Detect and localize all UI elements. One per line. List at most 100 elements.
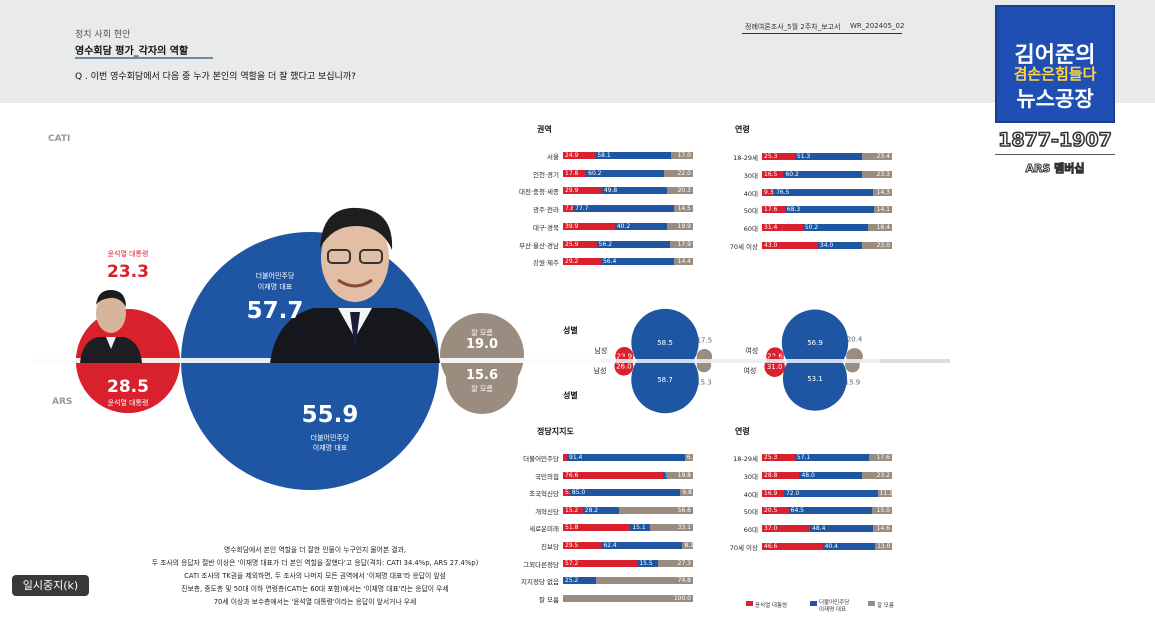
bar-segment-gray: 14.5 <box>674 205 693 213</box>
row-label: 지지정당 없음 <box>521 578 559 587</box>
cati-unsure-label: 잘 모름 <box>471 329 493 337</box>
bar-segment-gray: 23.4 <box>861 153 892 160</box>
survey-question: Q . 이번 영수회담에서 다음 중 누가 본인의 역할을 더 잘 했다고 보십… <box>75 72 356 82</box>
note-line: 영수회담에서 본인 역할을 더 잘한 인물이 누구인지 물어본 결과, <box>223 546 407 554</box>
bar-segment-blue: 56.4 <box>600 258 675 266</box>
bar-segment-red: 25.3 <box>762 153 795 160</box>
legend-label-lee-party: 더불어민주당 <box>819 600 850 606</box>
bar-segment-gray: 19.8 <box>667 471 693 479</box>
stacked-bar: 43.0 34.0 23.0 <box>762 242 892 249</box>
bar-segment-red: 7.8 <box>563 205 574 213</box>
ars-yoon-label: 윤석열 대통령 <box>107 399 149 407</box>
row-label: 18-29세 <box>733 154 758 162</box>
stacked-bar: 17.6 68.3 14.1 <box>762 206 892 214</box>
logo-line-2: 겸손은힘들다 <box>1013 65 1097 83</box>
gender-value-unsure: 15.9 <box>845 379 861 387</box>
row-label: 강원·제주 <box>533 259 559 268</box>
bar-segment-gray: 14.1 <box>873 206 892 214</box>
bar-segment-red: 51.8 <box>563 524 631 532</box>
row-label: 70세 이상 <box>729 544 758 552</box>
cati-lee-label-name: 이재명 대표 <box>257 283 293 291</box>
legend-swatch-lee <box>810 601 817 606</box>
bar-segment-blue: 62.4 <box>601 542 683 549</box>
bar-segment-red: 25.3 <box>762 454 795 461</box>
row-label: 60대 <box>743 526 758 535</box>
stacked-bar: 9.3 76.5 14.3 <box>762 188 892 196</box>
bar-segment-red: 28.8 <box>762 471 800 479</box>
mode-label-cati: CATI <box>48 134 71 144</box>
row-label: 18-29세 <box>733 455 758 463</box>
bar-segment-red: 39.9 <box>563 222 615 230</box>
bar-segment-gray: 6.3 <box>684 454 693 461</box>
bar-segment-blue: 3.6 <box>662 471 668 479</box>
bar-segment-blue: 85.0 <box>569 489 681 497</box>
logo-years: 1877-1907 <box>997 128 1112 152</box>
bar-segment-red: 31.4 <box>762 224 803 232</box>
logo-rule <box>995 154 1115 155</box>
bar-segment-blue: 76.5 <box>774 188 874 196</box>
row-label: 50대 <box>743 207 758 216</box>
legend-label-unsure: 잘 모름 <box>877 603 894 609</box>
ars-unsure-label: 잘 모름 <box>471 385 493 393</box>
row-label: 새로운미래 <box>529 525 559 534</box>
bar-segment-blue: 72.0 <box>783 489 878 497</box>
stacked-bar: 57.2 15.5 27.3 <box>563 559 693 567</box>
bar-segment-red: 37.0 <box>762 525 811 533</box>
bar-segment-red: 5.3 <box>563 489 570 497</box>
bar-segment-gray: 23.0 <box>862 242 892 249</box>
cati-lee-label-party: 더불어민주당 <box>255 272 295 280</box>
stacked-bar: 29.9 49.8 20.3 <box>563 187 693 195</box>
stacked-bar: 25.2 74.8 <box>563 577 693 585</box>
row-label: 개혁신당 <box>535 507 559 516</box>
row-label: 30대 <box>743 472 758 481</box>
bar-segment-blue: 40.2 <box>614 222 668 230</box>
section-label: 정치 사회 현안 <box>75 30 131 40</box>
bar-segment-gray: 100.0 <box>563 594 693 602</box>
row-label: 잘 모름 <box>538 595 559 604</box>
bar-segment-gray: 17.9 <box>669 240 693 248</box>
ars-lee-label-party: 더불어민주당 <box>310 434 350 442</box>
bar-segment-gray: 14.4 <box>674 258 693 266</box>
stacked-bar: 37.0 48.4 14.6 <box>762 525 892 533</box>
bar-segment-red: 43.0 <box>762 242 818 249</box>
stacked-bar: 39.9 40.2 19.9 <box>563 222 693 230</box>
legend-swatch-yoon <box>746 601 753 606</box>
gender-value-yoon: 26.0 <box>616 363 632 371</box>
bar-segment-blue: 91.4 <box>567 454 685 461</box>
bar-segment-blue: 28.2 <box>582 506 620 514</box>
row-label: 40대 <box>743 490 758 499</box>
bar-segment-gray: 17.0 <box>670 152 693 159</box>
bar-segment-gray: 14.3 <box>873 188 892 196</box>
legend-label-lee-name: 이재명 대표 <box>819 607 847 613</box>
row-label: 30대 <box>743 171 758 180</box>
stacked-bar: 31.4 50.2 18.4 <box>762 224 892 232</box>
stacked-bar: 5.385.09.8 <box>563 489 693 497</box>
bar-segment-blue: 57.1 <box>794 454 870 461</box>
bar-segment-gray: 74.8 <box>595 577 693 585</box>
gender-bubbles-svg: 58.523.917.5남성58.726.015.3남성56.922.620.4… <box>594 308 880 414</box>
stacked-bar: 24.9 58.1 17.0 <box>563 152 693 159</box>
report-meta: 정례여론조사_5월 2주차_보고서 <box>745 23 841 31</box>
bar-segment-blue: 25.2 <box>563 577 596 585</box>
bar-segment-red: 15.2 <box>563 506 583 514</box>
row-label: 대구·경북 <box>533 223 559 232</box>
bar-segment-blue: 50.2 <box>802 224 869 232</box>
bar-segment-gray: 23.2 <box>861 471 892 479</box>
bar-segment-blue: 34.0 <box>817 242 863 249</box>
row-label: 50대 <box>743 508 758 517</box>
stacked-bar: 25.3 51.3 23.4 <box>762 153 892 160</box>
panel-title: 정당지지도 <box>537 427 574 436</box>
report-code: WR_202405_02 <box>850 22 905 30</box>
bar-segment-red: 20.5 <box>762 507 789 515</box>
bar-segment-red: 16.9 <box>762 489 784 497</box>
bar-segment-blue: 77.7 <box>573 205 675 213</box>
cati-yoon-label: 윤석열 대통령 <box>107 250 149 258</box>
stacked-bar: 15.2 28.2 56.6 <box>563 506 693 514</box>
pause-button[interactable]: 일시중지(k) <box>12 575 89 596</box>
note-line: 진보층, 중도층 및 50대 이하 연령층(CATI는 60대 포함)에서는 '… <box>181 585 449 593</box>
gender-value-yoon: 31.0 <box>767 363 783 371</box>
bar-segment-blue: 15.5 <box>637 559 658 567</box>
bar-segment-gray: 27.3 <box>657 559 693 567</box>
bar-segment-blue: 48.0 <box>799 471 862 479</box>
yoon-portrait-icon <box>80 289 142 363</box>
